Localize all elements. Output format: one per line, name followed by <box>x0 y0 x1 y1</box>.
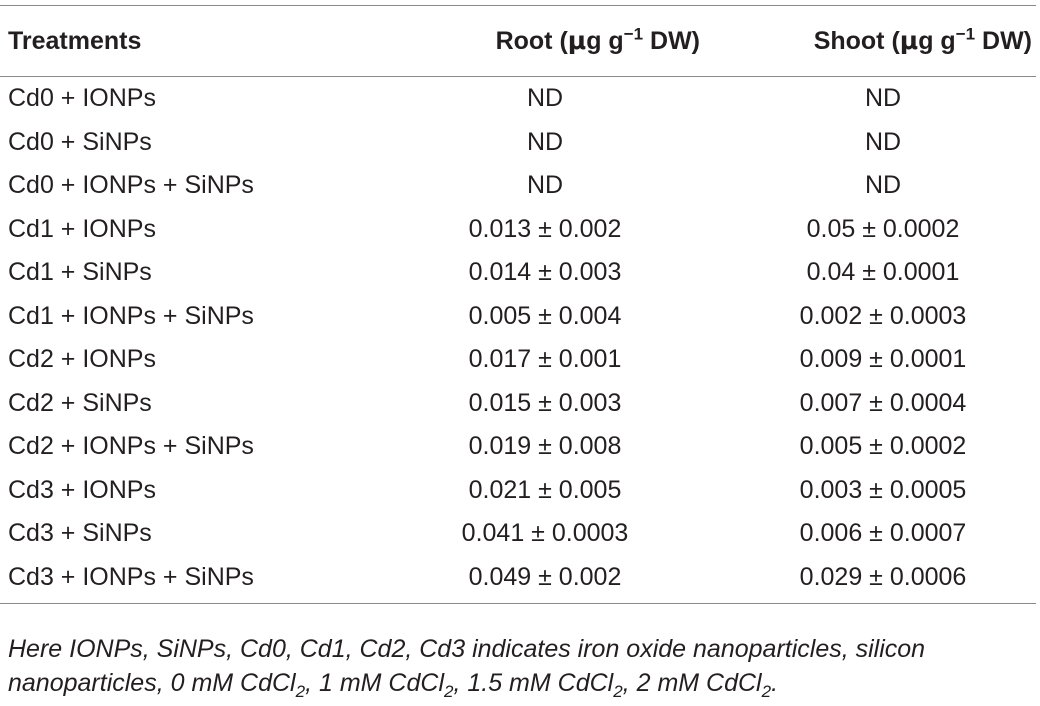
table-row: Cd3 + IONPs + SiNPs 0.049 ± 0.002 0.029 … <box>0 556 1036 600</box>
cell-shoot: 0.003 ± 0.0005 <box>799 475 967 504</box>
table-row: Cd0 + IONPs ND ND <box>0 77 1036 121</box>
cell-shoot: 0.029 ± 0.0006 <box>799 562 967 591</box>
header-root-sup: −1 <box>623 24 644 44</box>
data-table: Treatments Root (μg g−1 DW) Shoot (μg g−… <box>0 6 1036 599</box>
table-body: Cd0 + IONPs ND ND Cd0 + SiNPs ND ND Cd0 … <box>0 77 1036 599</box>
table-row: Cd3 + IONPs 0.021 ± 0.005 0.003 ± 0.0005 <box>0 469 1036 513</box>
header-row: Treatments Root (μg g−1 DW) Shoot (μg g−… <box>0 6 1036 77</box>
cell-treatment: Cd1 + IONPs <box>8 214 156 243</box>
footnote-end: . <box>771 669 779 697</box>
header-root-mu: μ <box>567 26 587 55</box>
cell-root: 0.013 ± 0.002 <box>468 214 622 243</box>
cell-shoot: 0.006 ± 0.0007 <box>799 519 967 548</box>
cell-root: 0.041 ± 0.0003 <box>461 519 629 548</box>
cell-treatment: Cd2 + IONPs + SiNPs <box>8 432 254 461</box>
footnote-line-1: Here IONPs, SiNPs, Cd0, Cd1, Cd2, Cd3 in… <box>8 635 926 663</box>
footnote-line-2: nanoparticles, 0 mM CdCl2, 1 mM CdCl2, 1… <box>8 666 1038 700</box>
footnote-sub: 2 <box>613 682 623 701</box>
cell-shoot: ND <box>864 84 902 113</box>
table-row: Cd1 + SiNPs 0.014 ± 0.003 0.04 ± 0.0001 <box>0 251 1036 295</box>
cell-shoot: 0.005 ± 0.0002 <box>799 432 967 461</box>
header-shoot-unit: g g <box>918 27 956 55</box>
header-treatments: Treatments <box>8 26 142 55</box>
footnote-seg-b: , 1 mM CdCl <box>305 669 444 697</box>
header-shoot: Shoot (μg g−1 DW) <box>730 6 1036 77</box>
footnote-sub: 2 <box>295 682 306 701</box>
header-shoot-sup: −1 <box>955 24 976 44</box>
header-root-unit: g g <box>586 27 624 55</box>
table-row: Cd2 + SiNPs 0.015 ± 0.003 0.007 ± 0.0004 <box>0 382 1036 426</box>
cell-treatment: Cd0 + SiNPs <box>8 127 152 156</box>
cell-shoot: ND <box>864 171 902 200</box>
table-row: Cd3 + SiNPs 0.041 ± 0.0003 0.006 ± 0.000… <box>0 512 1036 556</box>
cell-root: 0.015 ± 0.003 <box>468 388 622 417</box>
cell-root: 0.014 ± 0.003 <box>468 258 622 287</box>
cell-shoot: 0.002 ± 0.0003 <box>799 301 967 330</box>
footnote-sub: 2 <box>444 682 454 701</box>
cell-treatment: Cd3 + IONPs + SiNPs <box>8 562 254 591</box>
cell-treatment: Cd2 + IONPs <box>8 345 156 374</box>
cell-root: 0.021 ± 0.005 <box>468 475 622 504</box>
cell-treatment: Cd1 + SiNPs <box>8 258 152 287</box>
table-row: Cd1 + IONPs + SiNPs 0.005 ± 0.004 0.002 … <box>0 295 1036 339</box>
footnote-seg-a: nanoparticles, 0 mM CdCl <box>8 669 296 697</box>
footnote-sub: 2 <box>761 682 772 701</box>
cell-shoot: 0.05 ± 0.0002 <box>806 214 960 243</box>
cell-root: 0.049 ± 0.002 <box>468 562 622 591</box>
cell-treatment: Cd0 + IONPs + SiNPs <box>8 171 254 200</box>
footnote-seg-d: , 2 mM CdCl <box>622 669 762 697</box>
header-root: Root (μg g−1 DW) <box>360 6 730 77</box>
header-shoot-post: DW) <box>975 27 1032 55</box>
data-table-wrapper: Treatments Root (μg g−1 DW) Shoot (μg g−… <box>0 5 1036 604</box>
table-row: Cd1 + IONPs 0.013 ± 0.002 0.05 ± 0.0002 <box>0 208 1036 252</box>
table-row: Cd0 + IONPs + SiNPs ND ND <box>0 164 1036 208</box>
header-rule <box>0 76 1036 77</box>
cell-shoot: 0.04 ± 0.0001 <box>806 258 960 287</box>
table-row: Cd2 + IONPs + SiNPs 0.019 ± 0.008 0.005 … <box>0 425 1036 469</box>
cell-root: ND <box>526 171 564 200</box>
header-shoot-pre: Shoot ( <box>813 27 900 55</box>
table-row: Cd0 + SiNPs ND ND <box>0 121 1036 165</box>
header-shoot-mu: μ <box>899 26 919 55</box>
cell-treatment: Cd2 + SiNPs <box>8 388 152 417</box>
cell-root: 0.019 ± 0.008 <box>468 432 622 461</box>
cell-treatment: Cd3 + IONPs <box>8 475 156 504</box>
cell-root: 0.017 ± 0.001 <box>468 345 622 374</box>
cell-shoot: ND <box>864 127 902 156</box>
cell-root: 0.005 ± 0.004 <box>468 301 622 330</box>
cell-treatment: Cd3 + SiNPs <box>8 519 152 548</box>
table-top-rule <box>0 5 1036 6</box>
cell-root: ND <box>526 84 564 113</box>
cell-shoot: 0.007 ± 0.0004 <box>799 388 967 417</box>
table-footnote: Here IONPs, SiNPs, Cd0, Cd1, Cd2, Cd3 in… <box>8 632 1038 700</box>
header-root-pre: Root ( <box>495 27 568 55</box>
cell-shoot: 0.009 ± 0.0001 <box>799 345 967 374</box>
cell-treatment: Cd1 + IONPs + SiNPs <box>8 301 254 330</box>
table-row: Cd2 + IONPs 0.017 ± 0.001 0.009 ± 0.0001 <box>0 338 1036 382</box>
footnote-seg-c: , 1.5 mM CdCl <box>453 669 614 697</box>
cell-treatment: Cd0 + IONPs <box>8 84 156 113</box>
cell-root: ND <box>526 127 564 156</box>
table-bottom-rule <box>0 603 1036 604</box>
header-root-post: DW) <box>643 27 700 55</box>
